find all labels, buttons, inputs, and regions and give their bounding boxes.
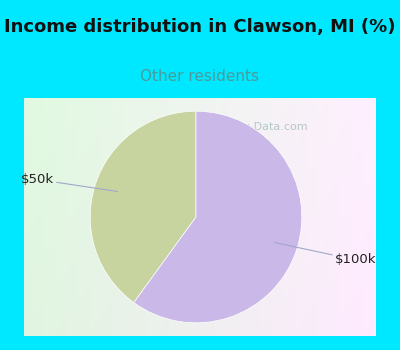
Text: City-Data.com: City-Data.com <box>228 121 308 132</box>
Text: $50k: $50k <box>21 173 118 191</box>
Text: Income distribution in Clawson, MI (%): Income distribution in Clawson, MI (%) <box>4 19 396 36</box>
Text: Other residents: Other residents <box>140 69 260 84</box>
Wedge shape <box>90 111 196 303</box>
Wedge shape <box>134 111 302 323</box>
Text: $100k: $100k <box>274 243 376 266</box>
